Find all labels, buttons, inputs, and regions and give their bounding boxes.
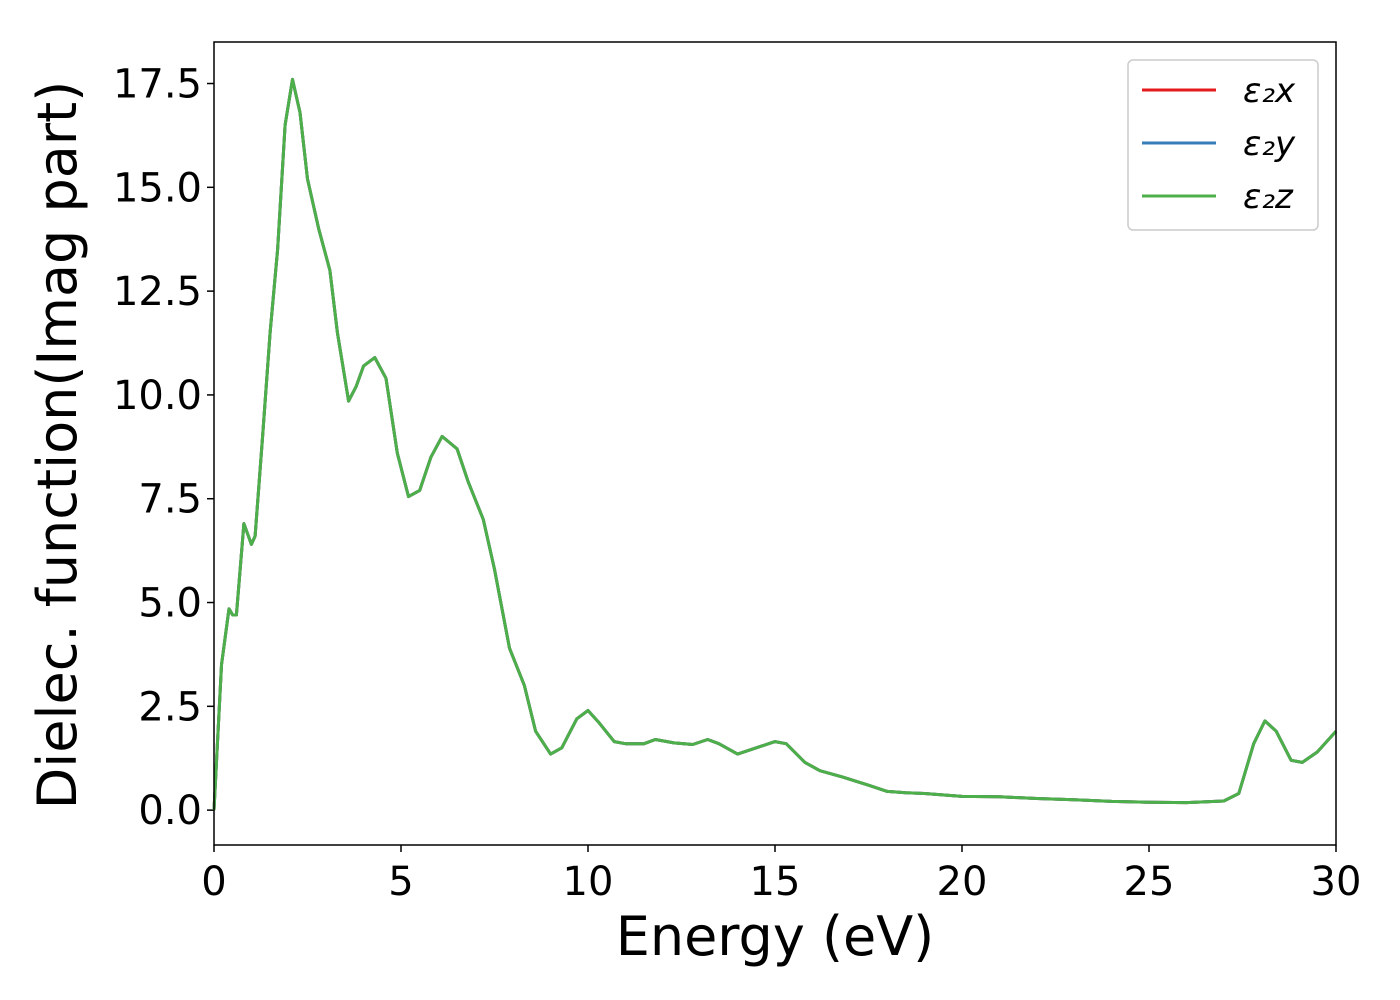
y-tick-label: 2.5	[138, 684, 202, 730]
legend-label: ε₂y	[1243, 124, 1296, 164]
legend-label: ε₂z	[1243, 177, 1294, 217]
y-tick-label: 17.5	[113, 62, 202, 108]
legend-label: ε₂x	[1243, 71, 1296, 111]
y-tick-label: 0.0	[138, 788, 202, 834]
y-axis-label: Dielec. function(Imag part)	[26, 81, 89, 810]
x-tick-label: 25	[1124, 859, 1175, 905]
series-line	[212, 77, 1338, 811]
x-tick-label: 15	[750, 859, 801, 905]
y-tick-label: 7.5	[138, 477, 202, 523]
x-axis-label: Energy (eV)	[616, 905, 935, 968]
x-tick-label: 5	[388, 859, 413, 905]
x-tick-label: 20	[937, 859, 988, 905]
y-tick-label: 5.0	[138, 581, 202, 627]
y-tick-label: 15.0	[113, 165, 202, 211]
y-tick-label: 10.0	[113, 373, 202, 419]
legend-box	[1127, 59, 1319, 231]
x-tick-label: 10	[563, 859, 614, 905]
plot-frame	[213, 41, 1337, 846]
y-tick-label: 12.5	[113, 269, 202, 315]
x-tick-label: 30	[1311, 859, 1362, 905]
x-tick-label: 0	[201, 859, 226, 905]
